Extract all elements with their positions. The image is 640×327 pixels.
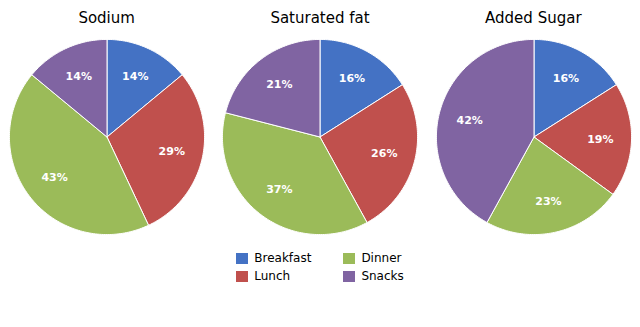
svg-text:14%: 14% <box>122 70 148 83</box>
svg-text:29%: 29% <box>159 145 185 158</box>
svg-text:16%: 16% <box>553 72 579 85</box>
html-text:Saturated fat: Saturated fat <box>270 9 370 27</box>
html-text:Snacks: Snacks <box>361 269 404 283</box>
svg-text:23%: 23% <box>535 195 561 208</box>
svg-text:19%: 19% <box>587 133 613 146</box>
svg-text:16%: 16% <box>339 72 365 85</box>
svg-text:26%: 26% <box>372 147 398 160</box>
svg-text:21%: 21% <box>267 78 293 91</box>
html-text:Breakfast: Breakfast <box>254 251 312 265</box>
html-text:Lunch: Lunch <box>254 269 291 283</box>
svg-text:37%: 37% <box>267 183 293 196</box>
svg-text:42%: 42% <box>456 114 482 127</box>
html-text:Sodium: Sodium <box>78 9 135 27</box>
html-text:Dinner: Dinner <box>361 251 402 265</box>
svg-text:43%: 43% <box>42 171 68 184</box>
svg-text:14%: 14% <box>66 70 92 83</box>
html-text:Added Sugar: Added Sugar <box>485 9 582 27</box>
